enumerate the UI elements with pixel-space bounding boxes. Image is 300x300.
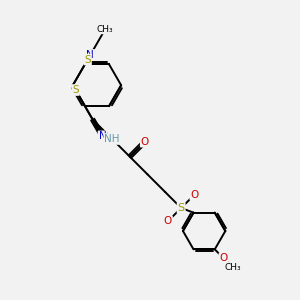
Text: S: S	[178, 203, 185, 213]
Text: N: N	[98, 131, 106, 141]
Text: O: O	[164, 216, 172, 226]
Text: N: N	[86, 50, 94, 60]
Text: CH₃: CH₃	[224, 262, 241, 272]
Text: S: S	[84, 55, 91, 64]
Text: NH: NH	[104, 134, 120, 144]
Text: O: O	[141, 136, 149, 147]
Text: S: S	[72, 85, 79, 95]
Text: CH₃: CH₃	[97, 25, 113, 34]
Text: O: O	[220, 253, 228, 263]
Text: O: O	[190, 190, 199, 200]
